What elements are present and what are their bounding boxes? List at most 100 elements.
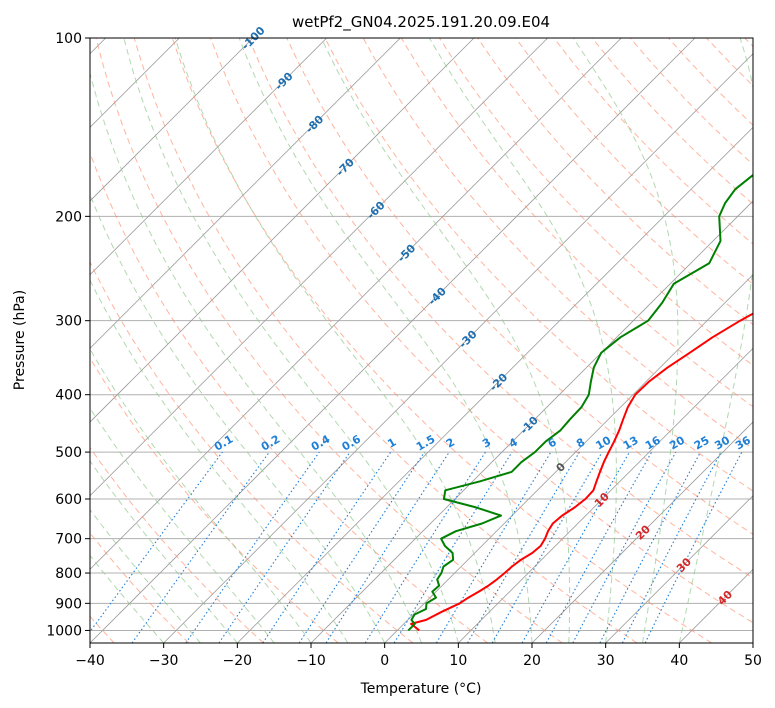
isotherm-line bbox=[310, 200, 753, 643]
dewpoint-line bbox=[407, 173, 753, 632]
isotherm-line bbox=[90, 38, 254, 202]
y-tick-label: 500 bbox=[55, 445, 82, 461]
dry-adiabat bbox=[90, 260, 414, 643]
mixing-ratio-label: 1.5 bbox=[414, 433, 437, 454]
isotherm-label: 20 bbox=[633, 522, 653, 542]
isotherm-line bbox=[458, 347, 753, 643]
mixing-ratio-line bbox=[572, 451, 677, 643]
x-axis: −40 −30 −20 −10 0 10 20 30 40 50 bbox=[75, 643, 762, 669]
mixing-ratio-line bbox=[90, 451, 223, 633]
dry-adiabat bbox=[171, 38, 712, 643]
mixing-ratio-line bbox=[185, 451, 320, 643]
x-tick-label: −30 bbox=[149, 653, 179, 669]
isotherm-line bbox=[605, 495, 753, 643]
moist-adiabat bbox=[90, 554, 165, 643]
mixing-ratio-line bbox=[325, 451, 450, 643]
x-tick-label: −10 bbox=[296, 653, 326, 669]
dry-adiabat bbox=[591, 38, 753, 205]
dry-adiabat bbox=[248, 38, 753, 579]
mixing-ratio-line bbox=[131, 451, 270, 643]
dry-adiabat bbox=[286, 38, 753, 535]
moist-adiabat bbox=[90, 71, 422, 643]
y-tick-label: 700 bbox=[55, 532, 82, 548]
isotherm-line bbox=[163, 53, 753, 643]
dry-adiabat bbox=[706, 38, 753, 87]
mixing-ratio-label: 3 bbox=[480, 436, 493, 451]
x-tick-label: 20 bbox=[523, 653, 541, 669]
dry-adiabat bbox=[90, 446, 264, 643]
x-tick-label: 50 bbox=[744, 653, 762, 669]
dry-adiabat bbox=[515, 38, 753, 285]
x-tick-label: −20 bbox=[223, 653, 253, 669]
dry-adiabat bbox=[324, 38, 753, 492]
isotherm-label: 0 bbox=[554, 460, 569, 475]
y-tick-label: 300 bbox=[55, 314, 82, 330]
y-tick-label: 400 bbox=[55, 388, 82, 404]
dry-adiabat bbox=[744, 38, 753, 48]
sounding-series bbox=[407, 173, 753, 632]
moist-adiabat bbox=[90, 193, 386, 643]
moist-adiabat bbox=[238, 38, 533, 643]
x-axis-label: Temperature (°C) bbox=[360, 681, 482, 697]
moist-adiabat bbox=[123, 38, 459, 643]
isotherm-label: -30 bbox=[456, 327, 479, 350]
isotherm-label: -20 bbox=[487, 370, 510, 393]
moist-adiabat bbox=[320, 38, 571, 643]
mixing-ratio-line bbox=[545, 451, 653, 643]
dry-adiabat bbox=[133, 38, 638, 643]
isotherm-line bbox=[90, 38, 475, 423]
mixing-ratio-label: 20 bbox=[667, 433, 687, 452]
mixing-ratio-line bbox=[521, 451, 630, 643]
y-tick-label: 200 bbox=[55, 209, 82, 225]
isotherm-line bbox=[90, 38, 696, 643]
moist-adiabat bbox=[90, 279, 349, 643]
mixing-ratio-label: 30 bbox=[712, 433, 732, 452]
mixing-ratio-label: 0.4 bbox=[309, 432, 333, 453]
plot-frame bbox=[89, 37, 754, 644]
chart-title: wetPf2_GN04.2025.191.20.09.E04 bbox=[292, 13, 550, 32]
mixing-ratio-label: 2 bbox=[444, 436, 457, 451]
mixing-ratio-line bbox=[262, 451, 392, 643]
isotherm-line bbox=[90, 38, 401, 349]
mixing-ratio-label: 13 bbox=[621, 434, 641, 453]
isotherm-label: 40 bbox=[715, 588, 735, 608]
mixing-ratio-label: 16 bbox=[643, 433, 663, 452]
isotherm-label: -10 bbox=[518, 413, 541, 436]
y-axis-label: Pressure (hPa) bbox=[12, 290, 28, 390]
moist-adiabat bbox=[678, 38, 753, 643]
mixing-ratio-label: 6 bbox=[546, 435, 559, 450]
x-tick-label: 30 bbox=[597, 653, 615, 669]
x-tick-label: −40 bbox=[75, 653, 105, 669]
y-tick-label: 100 bbox=[55, 31, 82, 47]
mixing-ratio-line bbox=[644, 451, 743, 643]
isotherm-label: 30 bbox=[674, 555, 694, 575]
dry-adiabat bbox=[90, 151, 488, 643]
mixing-ratio-label: 36 bbox=[733, 433, 753, 452]
moist-adiabat bbox=[90, 460, 238, 643]
dry-adiabat bbox=[90, 532, 190, 643]
isotherm-line bbox=[90, 38, 327, 276]
moist-adiabat bbox=[572, 38, 679, 643]
moist-adiabat bbox=[90, 407, 275, 643]
isotherm-label: -40 bbox=[426, 284, 449, 307]
dry-adiabat bbox=[668, 38, 753, 126]
moist-adiabat bbox=[90, 348, 312, 643]
mixing-ratio-line bbox=[435, 451, 552, 643]
mixing-ratio-label: 0.6 bbox=[340, 432, 364, 453]
mixing-ratio-label: 1 bbox=[385, 436, 398, 451]
mixing-ratio-line bbox=[364, 451, 486, 643]
x-tick-label: 10 bbox=[449, 653, 467, 669]
isotherm-line bbox=[90, 38, 622, 570]
isotherm-line bbox=[531, 421, 753, 643]
isotherm-line bbox=[90, 38, 548, 497]
mixing-ratio-line bbox=[599, 451, 701, 643]
isotherm-label: -90 bbox=[272, 69, 295, 92]
moist-adiabat bbox=[174, 38, 496, 643]
mixing-ratio-label: 8 bbox=[574, 436, 587, 451]
moist-adiabat bbox=[428, 38, 617, 643]
y-tick-label: 1000 bbox=[46, 623, 82, 639]
mixing-ratio-line bbox=[218, 451, 351, 643]
y-tick-label: 600 bbox=[55, 492, 82, 508]
mixing-ratio-line bbox=[298, 451, 425, 643]
